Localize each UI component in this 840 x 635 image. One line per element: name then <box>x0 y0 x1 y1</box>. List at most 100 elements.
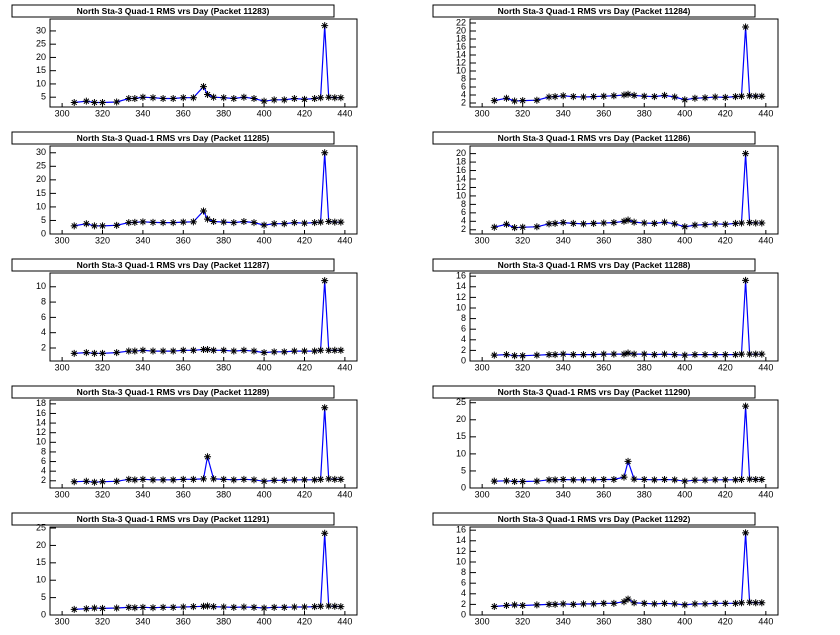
point-marker <box>270 476 278 484</box>
point-marker <box>519 352 527 360</box>
point-marker <box>624 349 632 357</box>
x-tick-label: 380 <box>216 616 231 626</box>
point-marker <box>579 220 587 228</box>
point-marker <box>551 93 559 101</box>
x-tick-label: 360 <box>596 489 611 499</box>
point-marker <box>300 476 308 484</box>
point-marker <box>250 603 258 611</box>
point-marker <box>260 221 268 229</box>
point-marker <box>620 598 628 606</box>
point-marker <box>317 94 325 102</box>
x-tick-label: 420 <box>718 616 733 626</box>
y-tick-label: 10 <box>36 281 46 291</box>
point-marker <box>746 219 754 227</box>
point-marker <box>149 218 157 226</box>
x-tick-label: 440 <box>337 108 352 118</box>
plot-frame <box>49 18 358 108</box>
point-marker <box>280 96 288 104</box>
x-tick-label: 420 <box>718 362 733 372</box>
point-marker <box>260 604 268 612</box>
point-marker <box>640 350 648 358</box>
y-tick-label: 4 <box>461 334 466 344</box>
x-tick-label: 380 <box>216 108 231 118</box>
point-marker <box>711 220 719 228</box>
chart-panel: North Sta-3 Quad-1 RMS vrs Day (Packet 1… <box>432 385 779 499</box>
x-tick-label: 420 <box>718 489 733 499</box>
point-marker <box>179 475 187 483</box>
x-tick-label: 360 <box>176 108 191 118</box>
point-marker <box>240 475 248 483</box>
point-marker <box>610 350 618 358</box>
y-tick-label: 4 <box>41 466 46 476</box>
point-marker <box>630 350 638 358</box>
y-tick-label: 12 <box>36 427 46 437</box>
x-tick-label: 340 <box>135 489 150 499</box>
x-tick-label: 300 <box>475 235 490 245</box>
point-marker <box>511 478 519 486</box>
point-marker <box>311 219 319 227</box>
y-tick-label: 10 <box>36 201 46 211</box>
point-marker <box>204 453 212 461</box>
point-marker <box>82 220 90 228</box>
point-marker <box>179 346 187 354</box>
point-marker <box>681 96 689 104</box>
x-tick-label: 340 <box>135 362 150 372</box>
point-marker <box>70 222 78 230</box>
y-tick-label: 25 <box>36 161 46 171</box>
point-marker <box>131 604 139 612</box>
point-marker <box>569 93 577 101</box>
point-marker <box>260 477 268 485</box>
point-marker <box>331 346 339 354</box>
point-marker <box>300 347 308 355</box>
x-tick-label: 380 <box>216 235 231 245</box>
point-marker <box>125 95 133 103</box>
point-marker <box>600 350 608 358</box>
point-marker <box>179 603 187 611</box>
point-marker <box>752 599 760 607</box>
point-marker <box>220 346 228 354</box>
x-tick-label: 300 <box>475 362 490 372</box>
point-marker <box>311 603 319 611</box>
point-marker <box>189 346 197 354</box>
x-tick-label: 300 <box>55 108 70 118</box>
point-marker <box>325 346 333 354</box>
point-marker <box>113 477 121 485</box>
point-marker <box>650 93 658 101</box>
y-tick-label: 2 <box>461 97 466 107</box>
point-marker <box>640 219 648 227</box>
x-tick-label: 320 <box>95 108 110 118</box>
point-marker <box>671 93 679 101</box>
point-marker <box>502 601 510 609</box>
point-marker <box>650 351 658 359</box>
point-marker <box>337 475 345 483</box>
point-marker <box>260 97 268 105</box>
y-tick-label: 16 <box>456 271 466 281</box>
point-marker <box>742 150 750 158</box>
y-tick-label: 30 <box>36 147 46 157</box>
point-marker <box>590 600 598 608</box>
x-tick-label: 300 <box>55 616 70 626</box>
point-marker <box>752 350 760 358</box>
x-tick-label: 340 <box>556 616 571 626</box>
point-marker <box>559 350 567 358</box>
point-marker <box>131 476 139 484</box>
point-marker <box>139 93 147 101</box>
point-marker <box>230 219 238 227</box>
y-tick-label: 0 <box>461 609 466 619</box>
x-tick-label: 320 <box>515 362 530 372</box>
point-marker <box>490 223 498 231</box>
y-tick-label: 12 <box>456 182 466 192</box>
y-tick-label: 20 <box>456 414 466 424</box>
title-box <box>11 4 335 18</box>
y-tick-label: 15 <box>456 431 466 441</box>
point-marker <box>179 218 187 226</box>
y-tick-label: 16 <box>36 408 46 418</box>
point-marker <box>90 98 98 106</box>
y-tick-label: 10 <box>456 190 466 200</box>
x-tick-label: 420 <box>297 235 312 245</box>
chart-title: North Sta-3 Quad-1 RMS vrs Day (Packet 1… <box>498 260 691 270</box>
point-marker <box>325 93 333 101</box>
point-marker <box>559 219 567 227</box>
point-marker <box>502 220 510 228</box>
point-marker <box>70 478 78 486</box>
